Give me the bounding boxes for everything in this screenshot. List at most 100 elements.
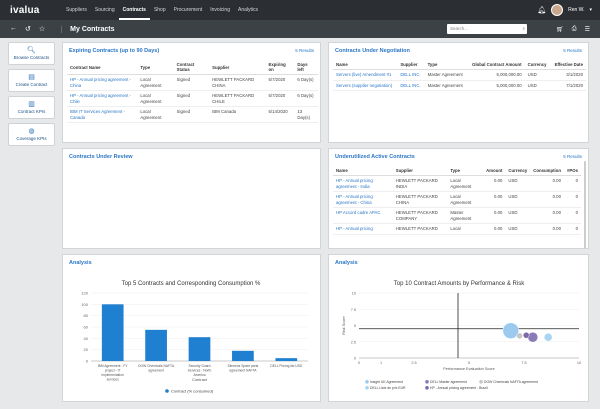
contract-kpis-button[interactable]: ▥ Contract KPIs — [8, 96, 55, 119]
column-header[interactable]: Amount — [483, 166, 506, 176]
table-cell-link[interactable]: DELL INC. — [397, 69, 425, 81]
table-cell-link[interactable]: DELL INC. — [397, 80, 425, 91]
cart-icon[interactable]: 🛒︎ — [556, 26, 564, 33]
column-header[interactable]: Currency — [524, 60, 551, 70]
bell-icon[interactable]: 🔔︎ — [537, 7, 547, 14]
scrollbar[interactable] — [584, 161, 586, 248]
star-icon[interactable]: ☆ — [38, 26, 46, 33]
bar-chart: Top 5 Contracts and Corresponding Consum… — [81, 281, 308, 394]
table-cell-link[interactable]: Servers (live) Amendment #1 — [333, 69, 398, 81]
x-tick-label: IBM Agreement - FY — [98, 364, 129, 368]
results-link[interactable]: 5 Results — [563, 154, 582, 159]
column-header[interactable]: Contract Status — [173, 60, 210, 75]
column-header[interactable]: Type — [447, 166, 484, 176]
column-header[interactable]: Contract Name — [67, 60, 138, 75]
scatter-point — [516, 332, 523, 340]
table-cell: IBM Canada — [209, 106, 266, 123]
x-tick-label: Security Guard — [189, 364, 211, 368]
avatar[interactable] — [551, 4, 564, 16]
table-cell-link[interactable]: HP - Annual pricing agreement - Chile — [67, 90, 138, 107]
table-cell: Local Agreement — [137, 106, 174, 123]
x-tick-label: agreement NAFTA — [229, 369, 257, 373]
table-cell: 0.00 — [483, 175, 506, 192]
coverage-kpis-button[interactable]: ◍ Coverage KPIs — [8, 123, 55, 146]
panel-title: Contracts Under Review — [69, 154, 133, 160]
brand-logo[interactable]: ivalua — [10, 4, 40, 16]
column-header[interactable]: Name — [333, 60, 398, 70]
nav-item-shop[interactable]: Shop — [153, 7, 166, 13]
menu-icon[interactable]: ☰ — [584, 26, 590, 33]
legend-label: DOW Chemicals NAFTA agreement — [484, 380, 538, 384]
panel-title: Analysis — [69, 260, 92, 266]
nav-item-invoicing[interactable]: Invoicing — [210, 7, 230, 13]
sidebar-label: Contract KPIs — [17, 109, 46, 114]
x-tick-label: services — [107, 378, 119, 382]
table-cell-link[interactable]: HP - Annual pricing agreement - China — [333, 191, 393, 208]
table-header: Name Supplier Type Global Contract Amount Cu… — [333, 60, 586, 70]
table-row: HP - Annual pricing agreement - Chile Loc… — [67, 90, 318, 107]
sub-toolbar-right: 🛒︎ ⎙ ☰ — [556, 20, 590, 38]
results-link[interactable]: 5 Results — [563, 48, 582, 53]
browse-contracts-button[interactable]: 🔍︎ Browse Contracts — [8, 42, 55, 65]
table-cell: 0 — [563, 207, 581, 224]
y-axis-label: Risk Score — [342, 316, 346, 334]
table-cell-link[interactable]: Servers (supplier negotiation) — [333, 80, 398, 91]
table-cell: HEWLETT PACKARD CHINA — [209, 74, 266, 91]
table-cell: Signed — [173, 74, 210, 91]
y-tick-label: 2.5 — [351, 340, 356, 344]
table-cell-link[interactable]: HP - Annual pricing — [333, 223, 393, 235]
column-header[interactable]: Consumption — [530, 166, 564, 176]
x-tick-label: project - IT — [105, 369, 121, 373]
expiring-contracts-panel: Expiring Contracts (up to 90 Days) 5 Res… — [62, 42, 321, 143]
legend-label: DELL Master agreement — [430, 380, 467, 384]
nav-item-sourcing[interactable]: Sourcing — [94, 7, 115, 13]
column-header[interactable]: Name — [333, 166, 393, 176]
underutilized-table: Name Supplier Type Amount Currency Consumptio… — [333, 166, 581, 235]
chart-title: Top 5 Contracts and Corresponding Consum… — [122, 281, 261, 287]
x-tick-label: agreement — [148, 369, 164, 373]
results-link[interactable]: 5 Results — [295, 48, 314, 53]
column-header[interactable]: Supplier — [397, 60, 425, 70]
table-header: Name Supplier Type Amount Currency Consumptio… — [333, 166, 581, 176]
table-cell-link[interactable]: HP - Annual pricing agreement - China — [67, 74, 138, 91]
search-icon[interactable]: ⌕ — [522, 26, 525, 31]
column-header[interactable]: Expiring on — [265, 60, 295, 75]
table-cell: 0 — [563, 191, 581, 208]
column-header[interactable]: Days left — [294, 60, 318, 75]
table-cell: Signed — [173, 106, 210, 123]
back-arrow-icon[interactable]: ← — [10, 25, 17, 32]
nav-item-procurement[interactable]: Procurement — [173, 7, 203, 13]
column-header[interactable]: Currency — [505, 166, 531, 176]
column-header[interactable]: Effective Date — [550, 60, 586, 70]
legend-label: DELL Lists de prix EUR — [370, 386, 406, 390]
chevron-down-icon[interactable]: ▾ — [589, 7, 592, 13]
underutilized-panel: Underutilized Active Contracts 5 Results… — [328, 148, 589, 249]
nav-item-contracts[interactable]: Contracts — [118, 0, 150, 20]
nav-item-analytics[interactable]: Analytics — [237, 7, 258, 13]
column-header[interactable]: Supplier — [392, 166, 448, 176]
user-name[interactable]: Ren W. — [568, 7, 585, 13]
create-contract-button[interactable]: ▤ Create Contract — [8, 69, 55, 92]
table-cell: Master Agreement — [424, 80, 468, 91]
column-header[interactable]: Type — [424, 60, 468, 70]
table-cell-link[interactable]: HP Accord cadre APAC — [333, 207, 393, 224]
nav-menu: Suppliers Sourcing Contracts Shop Procuremen… — [62, 0, 262, 20]
column-header[interactable]: Type — [137, 60, 174, 75]
globe-icon: ◍ — [28, 128, 35, 135]
search-input[interactable]: Search... ⌕ — [447, 24, 527, 34]
legend-marker — [365, 380, 369, 384]
table-cell-link[interactable]: HP - Annual pricing agreement - India — [333, 175, 393, 192]
search-icon: 🔍︎ — [27, 47, 36, 54]
column-header[interactable]: Supplier — [209, 60, 266, 75]
history-icon[interactable]: ↺ — [25, 26, 31, 33]
table-cell: 0.00 — [483, 207, 506, 224]
column-header[interactable]: Global Contract Amount — [467, 60, 525, 70]
x-tick-label: implementation — [102, 373, 125, 377]
column-header[interactable]: #POs — [563, 166, 581, 176]
bar — [275, 358, 298, 361]
bar — [188, 337, 211, 361]
table-cell-link[interactable]: IBM IT Services Agreement - Canada — [67, 106, 138, 123]
print-icon[interactable]: ⎙ — [571, 25, 577, 32]
nav-item-suppliers[interactable]: Suppliers — [66, 7, 87, 13]
legend-marker — [425, 386, 429, 390]
